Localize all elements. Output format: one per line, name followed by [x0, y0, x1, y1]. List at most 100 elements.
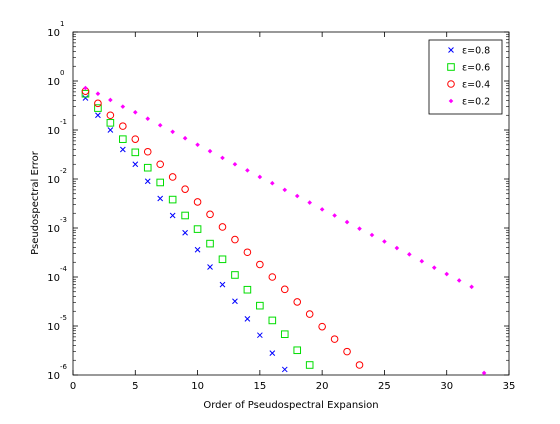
data-point — [206, 239, 214, 248]
data-point — [257, 174, 263, 180]
data-point — [305, 361, 314, 369]
data-point — [156, 160, 164, 169]
data-point — [193, 198, 202, 206]
y-tick-exponent: 1 — [60, 20, 64, 28]
y-tick-exponent: -2 — [60, 167, 67, 175]
data-point — [143, 163, 152, 172]
data-point — [182, 229, 188, 236]
data-point — [206, 210, 214, 219]
legend-label: ε=0.4 — [462, 80, 490, 91]
axis-ticks: 0 5 10 15 20 25 30 3510110010-110-210-310-410-5… — [47, 20, 515, 392]
x-tick-label: 35 — [503, 381, 516, 392]
data-point — [307, 200, 312, 205]
y-tick-label: 10 — [47, 371, 60, 382]
data-point — [469, 284, 474, 290]
legend-box — [428, 39, 503, 115]
data-point — [170, 129, 175, 135]
data-point — [293, 346, 302, 355]
data-point — [268, 316, 277, 325]
data-point — [270, 180, 275, 186]
data-point — [280, 330, 289, 339]
data-point — [107, 127, 114, 133]
data-point — [94, 99, 102, 108]
data-point — [131, 148, 140, 157]
data-point — [181, 185, 189, 193]
data-point — [194, 246, 201, 253]
x-tick-label: 5 — [132, 381, 138, 392]
x-tick-label: 30 — [440, 381, 453, 392]
data-point — [181, 211, 189, 220]
data-point — [82, 95, 89, 101]
legend-marker — [447, 63, 455, 71]
legend-marker — [447, 80, 455, 88]
data-point — [456, 278, 462, 283]
data-point — [305, 310, 314, 318]
data-point — [369, 232, 375, 238]
data-point — [218, 255, 227, 264]
data-point — [256, 301, 264, 310]
data-point — [357, 226, 362, 231]
data-point — [81, 89, 90, 98]
x-axis-title: Order of Pseudospectral Expansion — [203, 400, 378, 411]
y-tick-label: 10 — [47, 126, 60, 137]
y-tick-label: 10 — [47, 175, 60, 186]
legend-marker — [448, 47, 454, 53]
y-tick-exponent: 0 — [60, 69, 64, 77]
data-point — [269, 350, 276, 356]
data-point — [394, 245, 400, 251]
legend-label: ε=0.8 — [462, 46, 490, 57]
data-point — [431, 265, 437, 270]
data-point — [294, 193, 300, 199]
data-point — [355, 361, 364, 369]
x-tick-label: 25 — [378, 381, 391, 392]
data-point — [169, 212, 176, 219]
data-point — [268, 273, 277, 281]
legend-marker — [448, 98, 454, 104]
data-point — [243, 248, 252, 257]
data-point — [231, 271, 239, 279]
x-tick-label: 15 — [253, 381, 266, 392]
data-point — [193, 225, 202, 233]
data-point — [95, 91, 101, 97]
data-point — [168, 195, 177, 204]
data-point — [108, 97, 113, 103]
data-point — [219, 281, 226, 288]
data-point — [131, 135, 140, 143]
data-point — [156, 178, 164, 187]
y-tick-exponent: -1 — [60, 118, 67, 126]
data-point — [319, 207, 325, 212]
data-point — [218, 223, 227, 231]
data-point — [95, 112, 101, 119]
data-point — [106, 111, 115, 120]
data-point — [481, 370, 487, 376]
data-point — [282, 187, 288, 193]
data-point — [243, 285, 252, 294]
y-tick-exponent: -6 — [60, 363, 68, 371]
y-tick-label: 10 — [47, 224, 60, 235]
y-tick-exponent: -3 — [60, 216, 67, 224]
data-point — [318, 322, 326, 331]
data-marks — [81, 85, 487, 376]
data-point — [119, 146, 126, 153]
data-point — [132, 109, 138, 115]
y-tick-label: 10 — [47, 77, 60, 88]
data-point — [232, 161, 238, 167]
x-tick-label: 10 — [191, 381, 204, 392]
x-tick-label: 20 — [316, 381, 329, 392]
data-point — [444, 271, 450, 277]
data-point — [119, 122, 127, 130]
y-tick-exponent: -5 — [60, 314, 67, 322]
data-point — [231, 235, 239, 244]
data-point — [244, 315, 251, 322]
data-point — [182, 135, 188, 141]
data-point — [157, 122, 163, 128]
data-point — [120, 104, 126, 109]
y-tick-label: 10 — [47, 273, 60, 284]
y-tick-label: 10 — [47, 322, 60, 333]
data-point — [94, 104, 102, 112]
data-point — [343, 347, 351, 356]
data-point — [144, 178, 151, 185]
y-tick-exponent: -4 — [60, 265, 68, 273]
